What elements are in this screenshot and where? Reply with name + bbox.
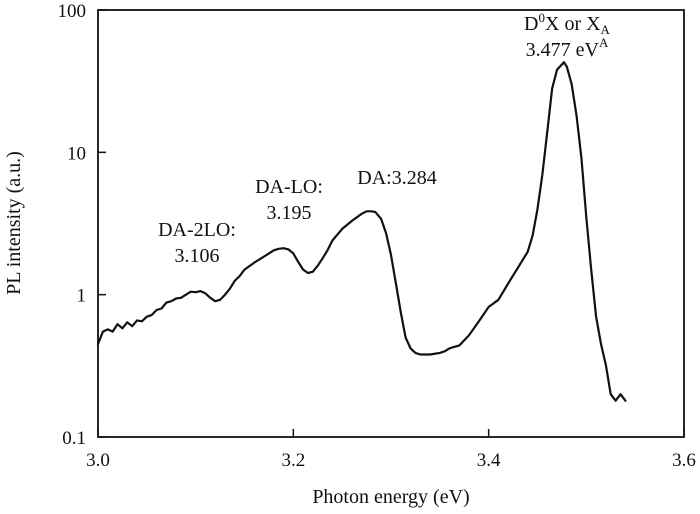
annotation-d0x-value-text: 3.477 eV (526, 39, 600, 61)
pl-spectrum-line (96, 61, 627, 402)
y-axis-title: PL intensity (a.u.) (3, 151, 25, 295)
y-tick-label: 10 (67, 143, 86, 164)
y-tick-label: 100 (58, 1, 87, 22)
y-tick-label: 0.1 (62, 428, 86, 449)
x-tick-label: 3.0 (86, 450, 110, 471)
annotation-d0x-sub: A (601, 22, 611, 37)
annotation-da-lo-label: DA-LO: (255, 176, 323, 198)
annotation-da-2lo-value: 3.106 (175, 245, 220, 267)
annotation-da-peak: DA:3.284 (357, 167, 436, 189)
y-axis-ticks: 0.1 1 10 100 (58, 1, 106, 449)
plot-frame (97, 9, 685, 438)
annotation-d0x-sup: 0 (539, 10, 546, 25)
y-tick-label: 1 (77, 286, 87, 307)
x-tick-label: 3.6 (672, 450, 696, 471)
annotation-d0x-value-sup: A (599, 35, 609, 50)
annotation-da-lo-value: 3.195 (267, 202, 312, 224)
annotation-da-2lo-label: DA-2LO: (158, 219, 236, 241)
x-axis-title: Photon energy (eV) (312, 486, 469, 508)
x-tick-label: 3.4 (477, 450, 501, 471)
x-axis-ticks: 3.0 3.2 3.4 3.6 (86, 429, 696, 471)
x-tick-label: 3.2 (281, 450, 305, 471)
annotation-d0x-text: X or X (545, 13, 601, 35)
annotation-d0x-d: D (524, 13, 538, 35)
annotation-d0x-value: 3.477 eVA (526, 35, 609, 61)
annotation-d0x-label: D0X or XA (524, 10, 611, 37)
